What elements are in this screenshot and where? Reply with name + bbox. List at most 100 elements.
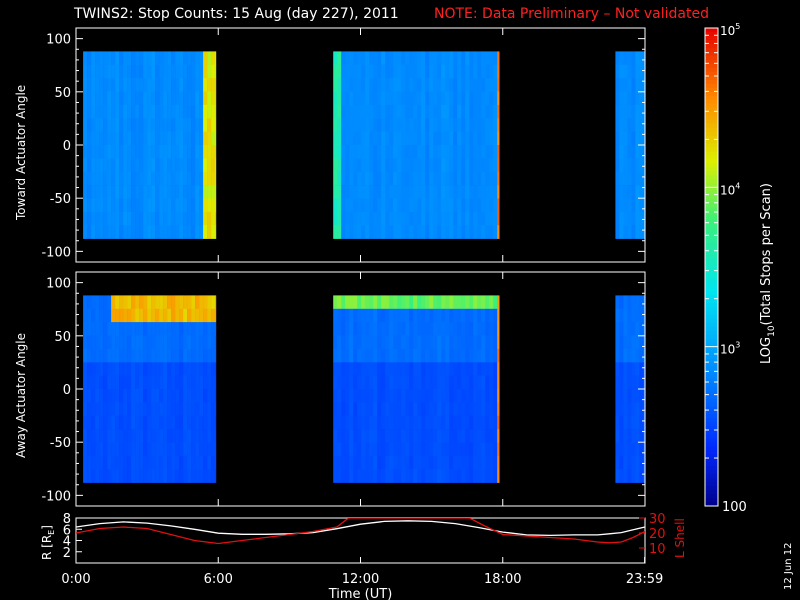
heatmap-cell bbox=[215, 348, 217, 363]
heatmap-cell bbox=[337, 389, 342, 403]
tick-exponent: 4 bbox=[735, 181, 740, 190]
heatmap-cell bbox=[461, 211, 466, 226]
heatmap-cell bbox=[175, 322, 180, 336]
heatmap-cell bbox=[457, 295, 462, 310]
heatmap-cell bbox=[385, 91, 390, 106]
heatmap-cell bbox=[115, 455, 120, 470]
heatmap-cell bbox=[361, 375, 366, 390]
colorbar-cell bbox=[705, 183, 718, 188]
heatmap-cell bbox=[345, 335, 350, 350]
heatmap-cell bbox=[373, 171, 378, 186]
heatmap-cell bbox=[481, 131, 486, 146]
heatmap-cell bbox=[203, 78, 208, 92]
heatmap-cell bbox=[643, 185, 646, 199]
colorbar-cell bbox=[705, 175, 718, 180]
heatmap-cell bbox=[441, 211, 446, 226]
heatmap-cell bbox=[191, 308, 196, 323]
heatmap-cell bbox=[341, 402, 346, 417]
heatmap-cell bbox=[175, 158, 180, 173]
heatmap-cell bbox=[627, 442, 632, 457]
heatmap-cell bbox=[473, 469, 478, 483]
heatmap-cell bbox=[449, 158, 454, 173]
colorbar-cell bbox=[705, 422, 718, 427]
heatmap-cell bbox=[421, 362, 426, 376]
heatmap-cell bbox=[405, 469, 410, 483]
xtick-label: 23:59 bbox=[626, 572, 663, 587]
heatmap-cell bbox=[159, 78, 164, 92]
colorbar-cell bbox=[705, 91, 718, 97]
heatmap-cell bbox=[489, 348, 494, 363]
heatmap-cell bbox=[401, 104, 406, 119]
heatmap-cell bbox=[103, 348, 108, 363]
heatmap-cell bbox=[433, 158, 438, 173]
heatmap-cell bbox=[449, 211, 454, 226]
heatmap-cell bbox=[147, 335, 152, 350]
heatmap-cell bbox=[381, 118, 386, 132]
heatmap-cell bbox=[449, 198, 454, 213]
xaxis-label: Time (UT) bbox=[328, 587, 393, 600]
heatmap-cell bbox=[171, 91, 176, 106]
heatmap-cell bbox=[203, 171, 208, 186]
heatmap-cell bbox=[195, 308, 200, 323]
colorbar-cell bbox=[705, 219, 718, 224]
heatmap-cell bbox=[365, 64, 370, 79]
heatmap-cell bbox=[441, 362, 446, 376]
heatmap-cell bbox=[203, 442, 208, 457]
heatmap-cell bbox=[405, 348, 410, 363]
heatmap-cell bbox=[619, 322, 624, 336]
heatmap-cell bbox=[373, 225, 378, 239]
heatmap-cell bbox=[631, 78, 636, 92]
heatmap-cell bbox=[623, 362, 628, 376]
heatmap-cell bbox=[99, 308, 104, 323]
heatmap-cell bbox=[373, 211, 378, 226]
heatmap-cell bbox=[83, 348, 88, 363]
heatmap-cell bbox=[151, 211, 156, 226]
heatmap-cell bbox=[413, 362, 418, 376]
heatmap-cell bbox=[421, 211, 426, 226]
heatmap-cell bbox=[627, 131, 632, 146]
heatmap-cell bbox=[433, 145, 438, 159]
heatmap-cell bbox=[461, 185, 466, 199]
heatmap-cell bbox=[437, 225, 442, 239]
heatmap-cell bbox=[429, 442, 434, 457]
heatmap-cell bbox=[477, 442, 482, 457]
heatmap-cell bbox=[179, 171, 184, 186]
heatmap-cell bbox=[143, 185, 148, 199]
heatmap-cell bbox=[199, 389, 204, 403]
heatmap-cell bbox=[615, 198, 620, 213]
heatmap-cell bbox=[401, 78, 406, 92]
heatmap-cell bbox=[353, 322, 358, 336]
heatmap-cell bbox=[349, 455, 354, 470]
heatmap-cell bbox=[99, 145, 104, 159]
heatmap-cell bbox=[373, 295, 378, 310]
heatmap-cell bbox=[409, 171, 414, 186]
heatmap-cell bbox=[215, 335, 217, 350]
heatmap-cell bbox=[413, 335, 418, 350]
heatmap-cell bbox=[111, 389, 116, 403]
heatmap-cell bbox=[397, 185, 402, 199]
heatmap-cell bbox=[91, 375, 96, 390]
heatmap-cell bbox=[353, 429, 358, 443]
heatmap-cell bbox=[215, 362, 217, 376]
heatmap-cell bbox=[477, 362, 482, 376]
heatmap-cell bbox=[353, 51, 358, 66]
heatmap-cell bbox=[441, 78, 446, 92]
heatmap-cell bbox=[353, 348, 358, 363]
heatmap-cell bbox=[639, 185, 644, 199]
heatmap-cell bbox=[175, 211, 180, 226]
heatmap-cell bbox=[397, 225, 402, 239]
heatmap-cell bbox=[639, 64, 644, 79]
heatmap-cell bbox=[151, 455, 156, 470]
heatmap-cell bbox=[619, 415, 624, 430]
heatmap-cell bbox=[615, 51, 620, 66]
heatmap-cell bbox=[199, 78, 204, 92]
heatmap-cell bbox=[393, 415, 398, 430]
heatmap-cell bbox=[163, 131, 168, 146]
heatmap-cell bbox=[135, 389, 140, 403]
heatmap-cell bbox=[429, 469, 434, 483]
heatmap-cell bbox=[469, 91, 474, 106]
heatmap-cell bbox=[203, 91, 208, 106]
heatmap-cell bbox=[445, 389, 450, 403]
heatmap-cell bbox=[639, 308, 644, 323]
heatmap-cell bbox=[369, 185, 374, 199]
